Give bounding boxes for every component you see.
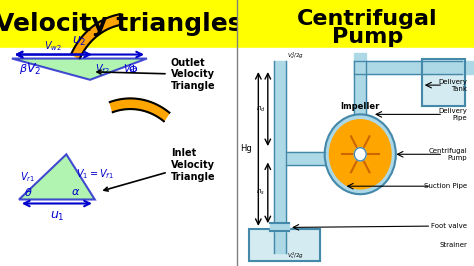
Bar <box>354 61 473 74</box>
Text: Delivery
Pipe: Delivery Pipe <box>438 108 467 121</box>
Text: Hg: Hg <box>241 144 252 153</box>
Text: $h_d$: $h_d$ <box>256 104 265 114</box>
Bar <box>237 48 474 266</box>
Bar <box>285 152 325 165</box>
Text: Impeller: Impeller <box>340 102 380 111</box>
Text: $\Phi$: $\Phi$ <box>128 63 138 75</box>
Circle shape <box>354 148 366 161</box>
Polygon shape <box>110 98 169 121</box>
Circle shape <box>329 120 391 189</box>
Text: Inlet
Velocity
Triangle: Inlet Velocity Triangle <box>104 148 215 191</box>
Bar <box>0 48 237 266</box>
Bar <box>422 59 465 106</box>
Text: $V_2$: $V_2$ <box>27 62 41 77</box>
Text: Centrifugal: Centrifugal <box>297 9 438 29</box>
Polygon shape <box>71 14 121 59</box>
Circle shape <box>325 114 396 194</box>
Bar <box>237 0 474 48</box>
Text: $V_{r2}$: $V_{r2}$ <box>123 62 138 76</box>
Text: $u_1$: $u_1$ <box>50 210 64 223</box>
Text: Outlet
Velocity
Triangle: Outlet Velocity Triangle <box>97 58 215 91</box>
Text: $\theta$: $\theta$ <box>24 185 33 198</box>
Text: $h_s$: $h_s$ <box>256 186 265 197</box>
Bar <box>422 59 465 106</box>
Bar <box>270 223 289 231</box>
Text: $\beta$: $\beta$ <box>19 62 28 76</box>
Text: $V_d^2/2g$: $V_d^2/2g$ <box>287 51 304 61</box>
Text: Strainer: Strainer <box>439 242 467 248</box>
Text: $V_{r1}$: $V_{r1}$ <box>20 170 36 184</box>
Bar <box>274 61 285 253</box>
Bar <box>249 229 320 261</box>
Text: Delivery
Tank: Delivery Tank <box>438 79 467 92</box>
Bar <box>354 53 366 114</box>
Text: $u_2$: $u_2$ <box>72 35 87 48</box>
Text: Suction Pipe: Suction Pipe <box>424 183 467 189</box>
Text: Foot valve: Foot valve <box>431 223 467 229</box>
Bar <box>0 0 237 48</box>
Polygon shape <box>19 154 95 200</box>
Text: Pump: Pump <box>332 27 403 47</box>
Text: $\alpha$: $\alpha$ <box>71 186 81 197</box>
Polygon shape <box>12 59 147 80</box>
Text: $V_{w2}$: $V_{w2}$ <box>45 39 62 53</box>
Text: $V_1=V_{f1}$: $V_1=V_{f1}$ <box>76 167 114 181</box>
Bar <box>249 229 320 261</box>
Text: $V_{f2}$: $V_{f2}$ <box>95 62 109 76</box>
Text: Centrifugal
Pump: Centrifugal Pump <box>428 148 467 161</box>
Text: $V_s^2/2g$: $V_s^2/2g$ <box>287 250 304 261</box>
Text: Velocity triangles: Velocity triangles <box>0 12 242 36</box>
